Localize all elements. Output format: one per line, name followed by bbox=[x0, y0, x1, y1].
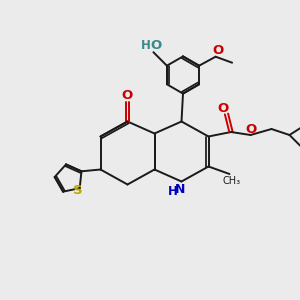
Text: H: H bbox=[168, 184, 177, 198]
Text: O: O bbox=[151, 39, 162, 52]
Text: N: N bbox=[175, 183, 185, 196]
Text: CH₃: CH₃ bbox=[223, 176, 241, 186]
Text: O: O bbox=[212, 44, 224, 57]
Text: O: O bbox=[217, 101, 229, 115]
Text: O: O bbox=[246, 123, 257, 136]
Text: S: S bbox=[73, 184, 83, 197]
Text: H: H bbox=[141, 39, 151, 52]
Text: O: O bbox=[122, 89, 133, 103]
